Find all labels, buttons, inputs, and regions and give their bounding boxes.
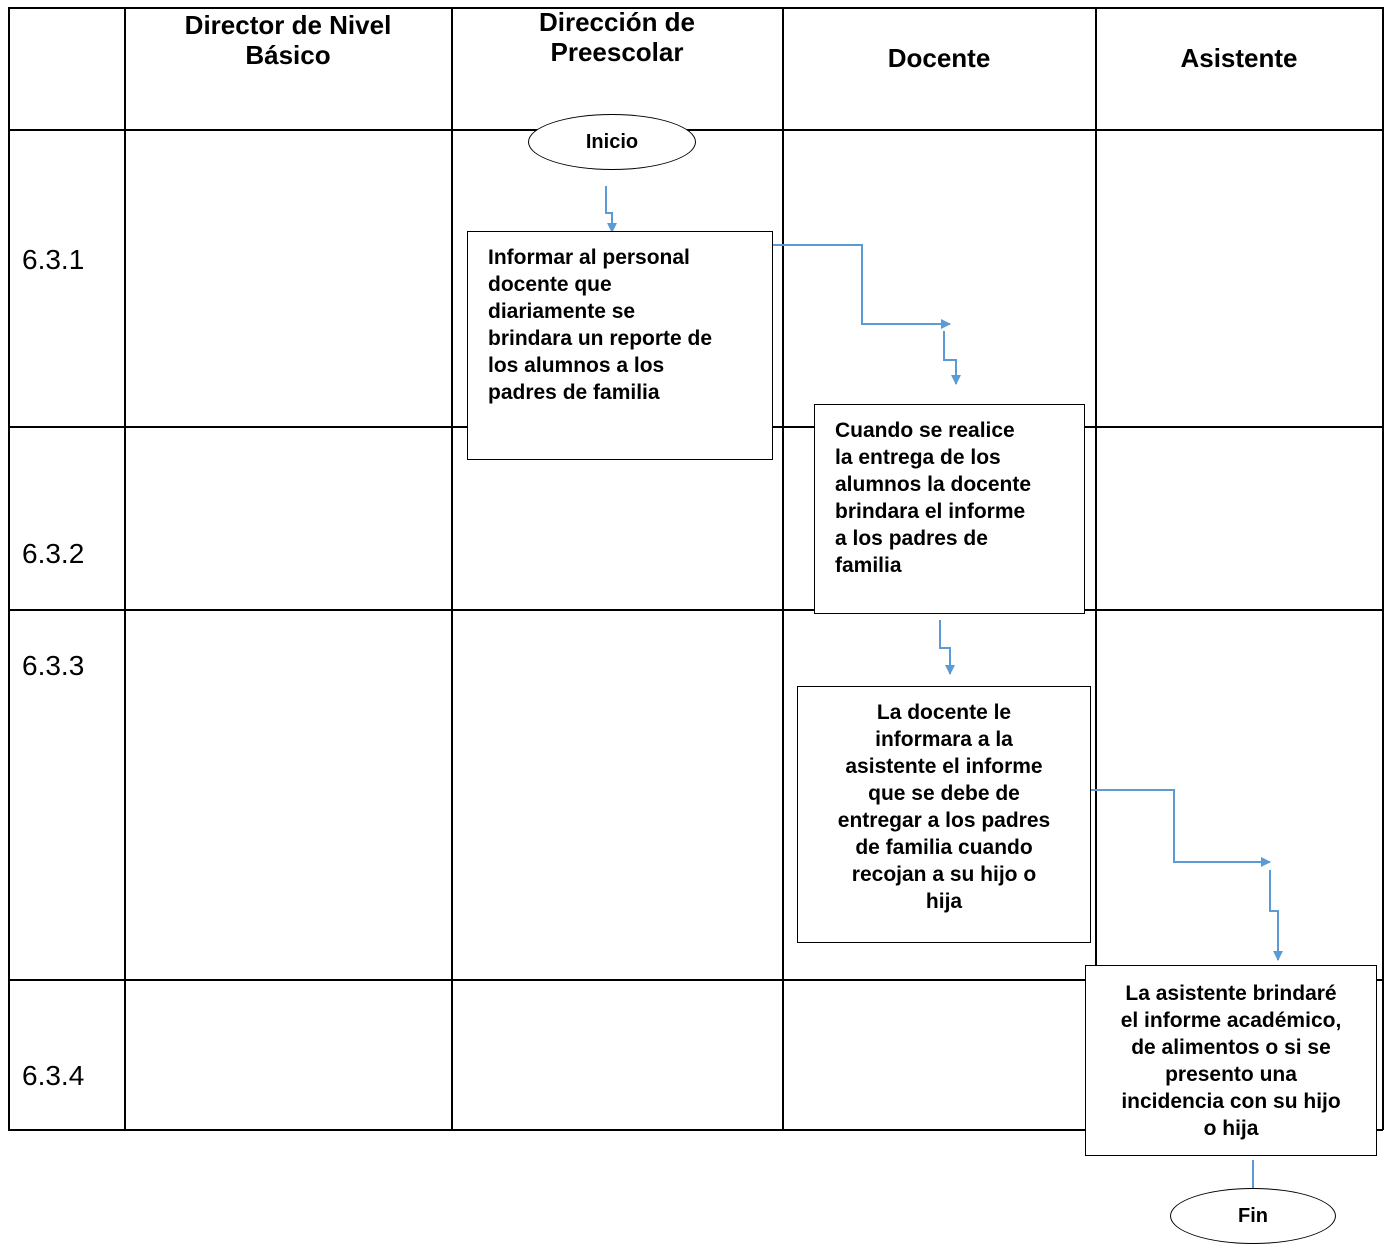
header-direccion-preescolar: Dirección de Preescolar	[538, 7, 696, 67]
header-docente: Docente	[887, 43, 991, 73]
connector-step3-to-asistente-lane	[1073, 789, 1271, 867]
end-terminal: Fin	[1170, 1188, 1336, 1244]
grid-left-border	[8, 7, 10, 1130]
connector-step1-to-docente-lane	[767, 244, 951, 329]
connector-step2-to-step3	[939, 620, 955, 675]
row-label-6-3-1: 6.3.1	[22, 244, 85, 275]
grid-row-divider-3	[8, 979, 1383, 981]
process-step-1: Informar al personal docente que diariam…	[467, 231, 773, 460]
grid-col-divider-3	[782, 7, 784, 1130]
connector-inicio-to-step1	[605, 186, 617, 233]
connector-asistente-down-to-step4	[1269, 870, 1283, 961]
row-label-6-3-4: 6.3.4	[22, 1060, 85, 1091]
row-label-6-3-3: 6.3.3	[22, 650, 85, 681]
row-label-6-3-2: 6.3.2	[22, 538, 85, 569]
process-step-2: Cuando se realice la entrega de los alum…	[814, 404, 1085, 614]
grid-header-divider	[8, 129, 1383, 131]
grid-col-divider-4	[1095, 7, 1097, 1130]
connector-step1-down-to-step2	[943, 331, 961, 385]
process-step-4: La asistente brindaré el informe académi…	[1085, 965, 1377, 1156]
grid-top-border	[8, 7, 1383, 9]
grid-bottom-border	[8, 1129, 1383, 1131]
grid-right-border	[1382, 7, 1384, 1130]
start-terminal: Inicio	[528, 114, 696, 170]
grid-row-divider-2	[8, 609, 1383, 611]
grid-col-divider-2	[451, 7, 453, 1130]
header-director-nivel-basico: Director de Nivel Básico	[184, 10, 392, 70]
header-asistente: Asistente	[1180, 43, 1298, 73]
grid-col-divider-1	[124, 7, 126, 1130]
process-step-3: La docente le informara a la asistente e…	[797, 686, 1091, 943]
